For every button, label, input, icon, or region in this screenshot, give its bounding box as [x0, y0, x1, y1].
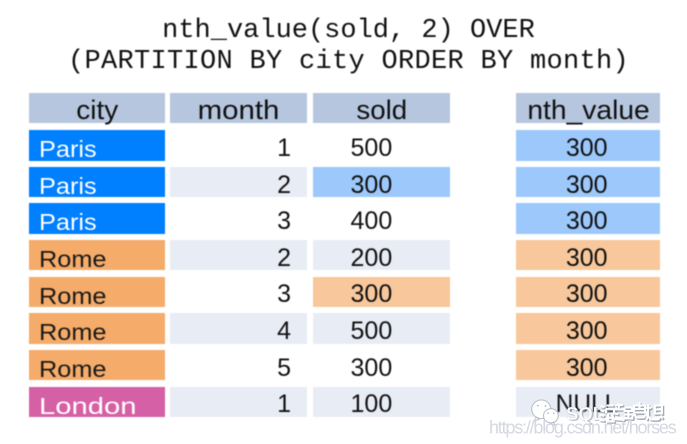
svg-text:SQL: SQL — [567, 404, 605, 425]
svg-text:https://blog.csdn.net/horses: https://blog.csdn.net/horses — [489, 418, 677, 438]
svg-text:SQL: SQL — [566, 403, 604, 424]
